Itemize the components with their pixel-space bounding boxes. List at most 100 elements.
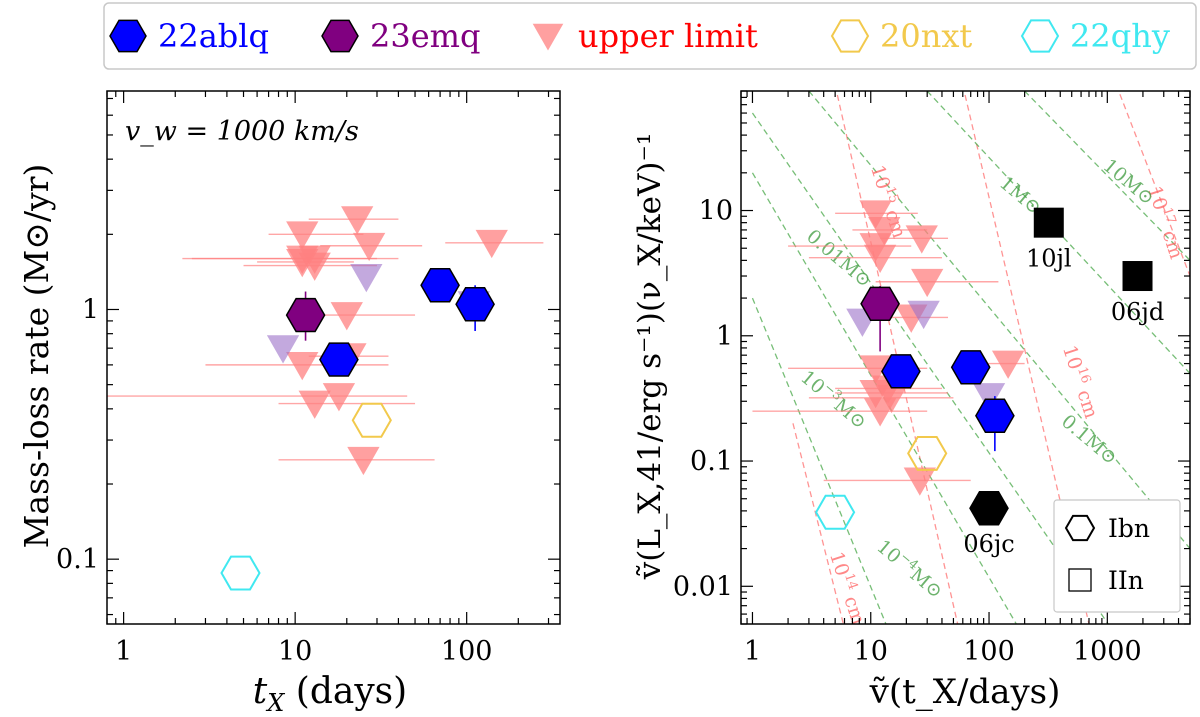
right-point-10jl	[1033, 207, 1064, 238]
left-point-upper-limit	[352, 232, 386, 262]
left-point-upper-limit	[347, 446, 380, 476]
mass-guide-label: 10−3M⊙	[796, 365, 872, 434]
radius-guide-label: 1016 cm	[1058, 342, 1104, 421]
left-point-upper-limit-violet	[350, 264, 383, 293]
right-legend-frame	[1053, 499, 1181, 613]
mass-guide-line	[751, 297, 887, 624]
radius-guide-label: 1014 cm	[825, 548, 871, 627]
left-point-upper-limit	[341, 206, 374, 235]
left-series-20nxt	[351, 402, 392, 438]
right-xtick-label: 100	[963, 636, 1015, 667]
left-xlabel-rest: (days)	[284, 671, 407, 712]
right-series-06jc: 06jc	[963, 491, 1015, 558]
mass-guide-label: 10−4M⊙	[872, 534, 948, 603]
legend-marker-20nxt	[830, 19, 870, 53]
right-plot-area: 06jc 10jl 06jd	[752, 200, 1164, 558]
right-xtick-label: 1	[744, 636, 761, 667]
right-point-22qhy	[814, 494, 856, 530]
right-legend: Ibn IIn	[1053, 499, 1181, 613]
left-xlabel: tX (days)	[253, 671, 407, 717]
right-series-22qhy	[814, 494, 856, 530]
right-legend-marker-iin	[1068, 568, 1092, 592]
right-ytick-label: 0.01	[673, 571, 733, 602]
legend-marker-22ablq	[109, 19, 147, 53]
legend-label-23emq: 23emq	[370, 17, 480, 55]
left-point-23emq	[285, 297, 326, 333]
right-point-upper-limit	[859, 200, 892, 229]
right-point-06jd	[1122, 261, 1153, 292]
left-point-upper-limit	[322, 383, 356, 412]
right-legend-items: Ibn IIn	[1064, 514, 1150, 595]
right-point-20nxt	[907, 436, 948, 471]
right-axis-ticks: 1 10 100 1000 0.01 0.1 1 10	[673, 90, 1191, 667]
right-series-23emq	[860, 285, 900, 352]
right-point-label-06jd: 06jd	[1111, 298, 1164, 326]
right-point-upper-limit-violet	[907, 300, 940, 330]
mass-guide-label: 10M⊙	[1099, 155, 1159, 210]
left-xtick-label: 10	[278, 636, 312, 667]
legend-items: 22ablq 23emq upper limit 20nxt 22qhy	[109, 17, 1170, 55]
mass-guide-label: 0.1M⊙	[1057, 410, 1121, 469]
right-legend-label-ibn: Ibn	[1108, 514, 1150, 543]
left-point-22ablq	[420, 268, 460, 303]
right-point-upper-limit	[903, 467, 936, 496]
legend-item-22ablq: 22ablq	[109, 17, 269, 55]
right-point-06jc	[969, 491, 1009, 526]
right-xtick-label: 1000	[1073, 636, 1142, 667]
legend-label-22ablq: 22ablq	[158, 17, 269, 55]
right-ytick-label: 1	[716, 321, 733, 352]
left-series-upper-limit	[107, 206, 544, 476]
right-legend-item-ibn: Ibn	[1064, 514, 1150, 543]
legend-box: 22ablq 23emq upper limit 20nxt 22qhy	[103, 2, 1197, 70]
left-series-22qhy	[220, 555, 261, 591]
left-point-22ablq	[319, 342, 359, 377]
mass-guide-line	[751, 172, 1018, 624]
left-point-upper-limit	[298, 390, 331, 419]
right-legend-label-iin: IIn	[1108, 566, 1144, 595]
left-series-23emq	[285, 291, 326, 341]
right-xlabel: ṽ(t_X/days)	[869, 672, 1061, 712]
legend-item-20nxt: 20nxt	[830, 17, 972, 55]
left-point-upper-limit	[286, 351, 319, 381]
legend-item-23emq: 23emq	[321, 17, 480, 55]
right-series-20nxt	[907, 436, 948, 471]
right-series-22ablq	[881, 350, 1015, 452]
left-xlabel-sub: X	[265, 689, 285, 717]
right-ytick-label: 10	[699, 196, 733, 227]
right-series-10jl: 10jl	[1026, 207, 1072, 273]
right-point-upper-limit	[863, 244, 897, 274]
right-legend-marker-ibn	[1064, 514, 1096, 542]
legend-label-20nxt: 20nxt	[880, 17, 972, 55]
legend-marker-22qhy	[1020, 19, 1060, 53]
right-legend-item-iin: IIn	[1068, 566, 1144, 595]
right-point-upper-limit	[868, 217, 901, 246]
right-point-23emq	[860, 286, 900, 322]
left-annotation: v_w = 1000 km/s	[125, 116, 359, 147]
legend-label-22qhy: 22qhy	[1070, 17, 1170, 55]
left-xlabel-main: t	[253, 671, 268, 712]
left-point-22ablq	[455, 286, 495, 322]
left-point-upper-limit	[475, 229, 508, 259]
left-point-upper-limit	[330, 302, 363, 331]
right-axes-frame	[740, 90, 1191, 625]
left-panel: 1 10 100 0.1 1 v_w = 1000 km/s tX (days) Mas…	[17, 90, 561, 717]
legend-item-upper-limit: upper limit	[532, 17, 758, 55]
right-xtick-label: 10	[854, 636, 888, 667]
right-point-label-06jc: 06jc	[963, 530, 1014, 558]
left-axes-frame	[106, 90, 561, 625]
left-point-20nxt	[351, 402, 392, 438]
left-axis-ticks: 1 10 100 0.1 1	[56, 91, 560, 667]
left-xtick-label: 1	[115, 636, 132, 667]
left-xtick-label: 100	[441, 636, 493, 667]
right-ytick-label: 0.1	[690, 446, 733, 477]
legend-marker-upper-limit	[532, 23, 564, 51]
left-ytick-label: 1	[82, 294, 99, 325]
right-point-upper-limit	[859, 355, 892, 384]
legend-label-upper-limit: upper limit	[578, 17, 758, 55]
legend-marker-23emq	[321, 19, 359, 53]
left-point-upper-limit	[298, 245, 331, 274]
right-series-upper-limit	[752, 200, 1025, 496]
right-point-22ablq	[975, 398, 1015, 433]
